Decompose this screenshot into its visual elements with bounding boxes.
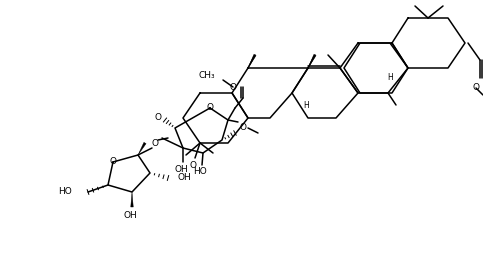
Text: CH₃: CH₃ xyxy=(199,72,215,80)
Text: O: O xyxy=(472,84,480,92)
Text: O: O xyxy=(240,123,246,133)
Polygon shape xyxy=(131,192,133,207)
Text: H: H xyxy=(387,74,393,82)
Polygon shape xyxy=(308,54,316,68)
Text: HO: HO xyxy=(193,168,207,176)
Text: O: O xyxy=(155,112,161,122)
Text: O: O xyxy=(189,161,197,169)
Text: OH: OH xyxy=(178,174,192,182)
Text: O: O xyxy=(110,157,116,167)
Polygon shape xyxy=(138,142,146,155)
Text: O: O xyxy=(207,104,213,112)
Text: OH: OH xyxy=(174,165,188,175)
Text: H: H xyxy=(303,100,309,110)
Polygon shape xyxy=(248,54,256,68)
Text: OH: OH xyxy=(123,211,137,220)
Text: O: O xyxy=(229,82,237,92)
Text: O: O xyxy=(152,139,158,147)
Text: HO: HO xyxy=(58,187,72,197)
